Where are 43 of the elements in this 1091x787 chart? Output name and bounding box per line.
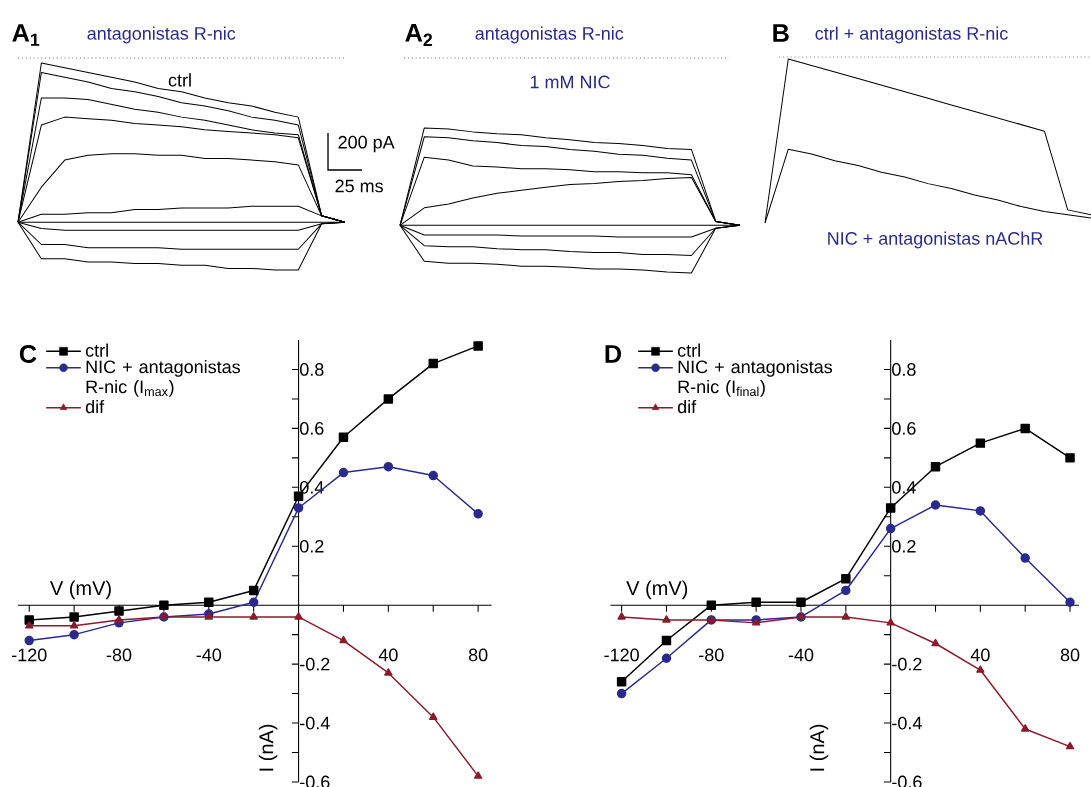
text: B <box>773 24 789 42</box>
text: A$_{1}$ <box>12 24 40 46</box>
chart-title: antagonistas R-nic <box>87 26 236 44</box>
x-axis-title: V (mV) <box>626 580 688 600</box>
y-tick-label: -0.4 <box>892 716 922 730</box>
legend-label: NIC + antagonistas R-nic (I$_{final}$) <box>678 360 833 397</box>
text: NIC + antagonistas nAChR <box>828 231 1043 249</box>
x-tick-label: -80 <box>106 648 132 662</box>
y-tick-label: 0.2 <box>300 539 324 553</box>
legend-label: NIC + antagonistas R-nic (I$_{max}$) <box>86 360 241 397</box>
annotation: C <box>19 345 37 363</box>
y-tick-label: -0.2 <box>300 657 330 671</box>
y-tick-label: 0.8 <box>892 363 916 376</box>
y-tick-label: -0.2 <box>892 657 922 671</box>
text: 1 mM NIC <box>530 75 610 89</box>
chart-title: ctrl + antagonistas R-nic <box>815 26 1008 44</box>
annotation: 25 ms <box>335 179 383 193</box>
y-tick-label: -0.4 <box>300 716 330 730</box>
chart-title: antagonistas R-nic <box>475 26 624 44</box>
y-axis-title: I (nA) <box>258 724 278 771</box>
x-tick-label: -40 <box>788 648 814 662</box>
y-tick-label: 0.6 <box>892 422 916 435</box>
x-tick-label: -40 <box>196 648 222 662</box>
text: A$_{2}$ <box>405 24 433 46</box>
x-tick-label: 80 <box>468 648 488 662</box>
x-tick-label: 80 <box>1060 648 1080 662</box>
y-tick-label: 0.2 <box>892 539 916 553</box>
legend-label: dif <box>85 399 105 414</box>
x-tick-label: -120 <box>604 648 639 662</box>
y-tick-label: 0.8 <box>300 363 324 376</box>
annotation: ctrl <box>168 73 191 87</box>
y-axis-title: I (nA) <box>809 724 829 771</box>
x-tick-label: -120 <box>12 648 47 662</box>
legend-label: dif <box>677 399 697 414</box>
legend-label: ctrl <box>677 343 700 357</box>
legend-label: ctrl <box>85 343 108 357</box>
y-tick-label: 0.6 <box>300 422 324 435</box>
x-tick-label: -80 <box>699 648 724 662</box>
x-axis-title: V (mV) <box>49 580 111 600</box>
annotation: D <box>605 345 622 363</box>
x-tick-label: 40 <box>378 648 398 662</box>
x-tick-label: 40 <box>970 648 990 662</box>
annotation: 200 pA <box>338 135 395 153</box>
